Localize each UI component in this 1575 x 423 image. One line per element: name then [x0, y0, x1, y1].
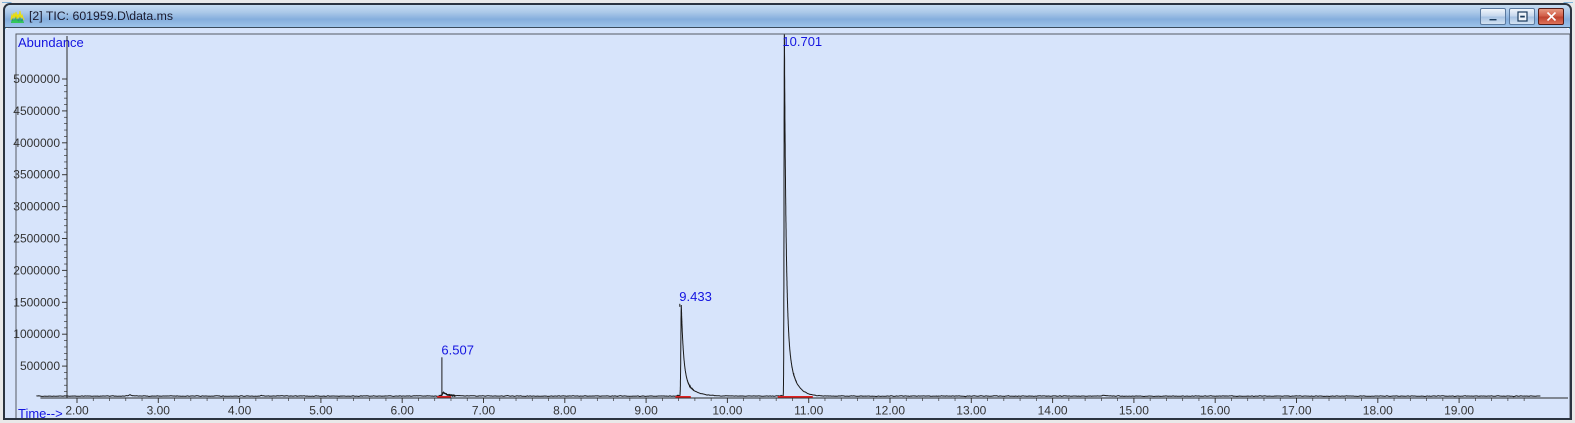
svg-text:1500000: 1500000	[13, 295, 60, 309]
svg-text:5000000: 5000000	[13, 72, 60, 86]
svg-text:2500000: 2500000	[13, 232, 60, 246]
svg-text:11.00: 11.00	[794, 404, 823, 418]
svg-text:8.00: 8.00	[553, 404, 577, 418]
svg-text:10.00: 10.00	[712, 404, 742, 418]
svg-text:3.00: 3.00	[147, 404, 171, 418]
svg-text:1000000: 1000000	[13, 327, 60, 341]
svg-text:7.00: 7.00	[472, 404, 496, 418]
svg-text:3500000: 3500000	[13, 168, 60, 182]
svg-text:19.00: 19.00	[1444, 404, 1474, 418]
svg-text:500000: 500000	[20, 359, 60, 373]
svg-text:4000000: 4000000	[13, 136, 60, 150]
svg-text:14.00: 14.00	[1038, 404, 1068, 418]
svg-text:5.00: 5.00	[309, 404, 333, 418]
svg-text:17.00: 17.00	[1281, 404, 1311, 418]
svg-text:3000000: 3000000	[13, 200, 60, 214]
svg-text:15.00: 15.00	[1119, 404, 1149, 418]
svg-text:13.00: 13.00	[956, 404, 986, 418]
svg-text:6.00: 6.00	[391, 404, 415, 418]
svg-text:2.00: 2.00	[65, 404, 89, 418]
svg-text:12.00: 12.00	[875, 404, 905, 418]
svg-text:10.701: 10.701	[782, 34, 822, 49]
svg-text:18.00: 18.00	[1363, 404, 1393, 418]
svg-text:9.00: 9.00	[634, 404, 658, 418]
svg-text:6.507: 6.507	[441, 342, 474, 357]
svg-text:9.433: 9.433	[679, 289, 712, 304]
svg-text:4500000: 4500000	[13, 104, 60, 118]
svg-text:16.00: 16.00	[1200, 404, 1230, 418]
svg-text:2000000: 2000000	[13, 263, 60, 277]
svg-text:4.00: 4.00	[228, 404, 252, 418]
